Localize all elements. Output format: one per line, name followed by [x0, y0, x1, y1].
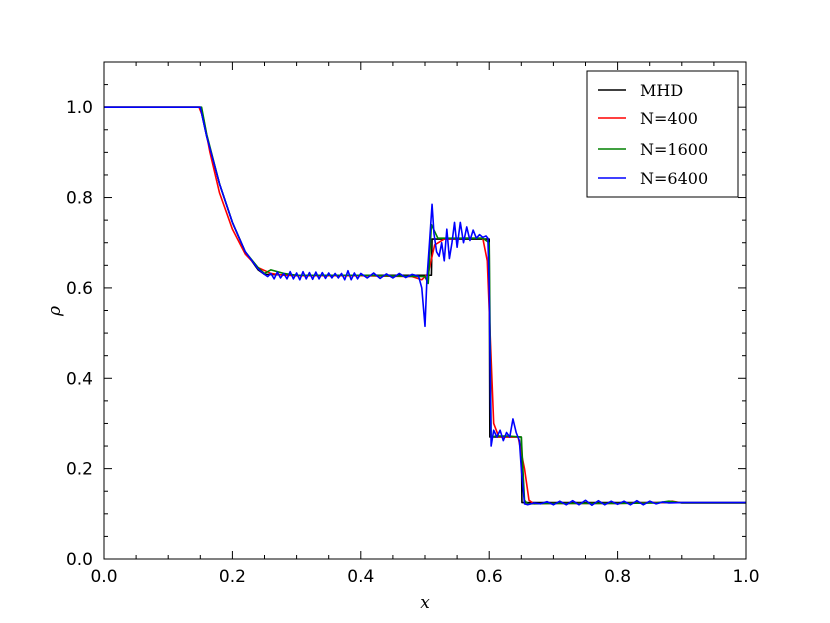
legend-label-n400: N=400	[640, 109, 698, 128]
x-tick-label: 0.2	[219, 567, 246, 587]
plot-frame	[103, 61, 747, 560]
x-tick-label: 0.6	[476, 567, 503, 587]
x-tick-labels: 0.0 0.2 0.4 0.6 0.8 1.0	[90, 567, 759, 587]
legend-label-mhd: MHD	[640, 81, 683, 100]
x-tick-label: 0.0	[90, 567, 117, 587]
legend: MHD N=400 N=1600 N=6400	[586, 70, 739, 198]
x-tick-label: 0.8	[604, 567, 631, 587]
y-axis-label: ρ	[45, 306, 65, 317]
y-tick-label: 0.4	[66, 369, 93, 389]
legend-frame	[586, 70, 739, 198]
x-axis-label: x	[420, 593, 430, 613]
y-tick-label: 1.0	[66, 98, 93, 118]
y-tick-labels: 0.0 0.2 0.4 0.6 0.8 1.0	[66, 98, 93, 570]
legend-label-n6400: N=6400	[640, 169, 708, 188]
legend-label-n1600: N=1600	[640, 140, 708, 159]
x-tick-label: 0.4	[347, 567, 374, 587]
y-tick-label: 0.8	[66, 189, 93, 209]
y-tick-label: 0.0	[66, 550, 93, 570]
ticks-layer	[103, 61, 747, 560]
y-tick-label: 0.2	[66, 460, 93, 480]
y-tick-label: 0.6	[66, 279, 93, 299]
x-tick-label: 1.0	[732, 567, 759, 587]
series-layer	[104, 106, 746, 507]
series-line-4	[104, 106, 746, 507]
